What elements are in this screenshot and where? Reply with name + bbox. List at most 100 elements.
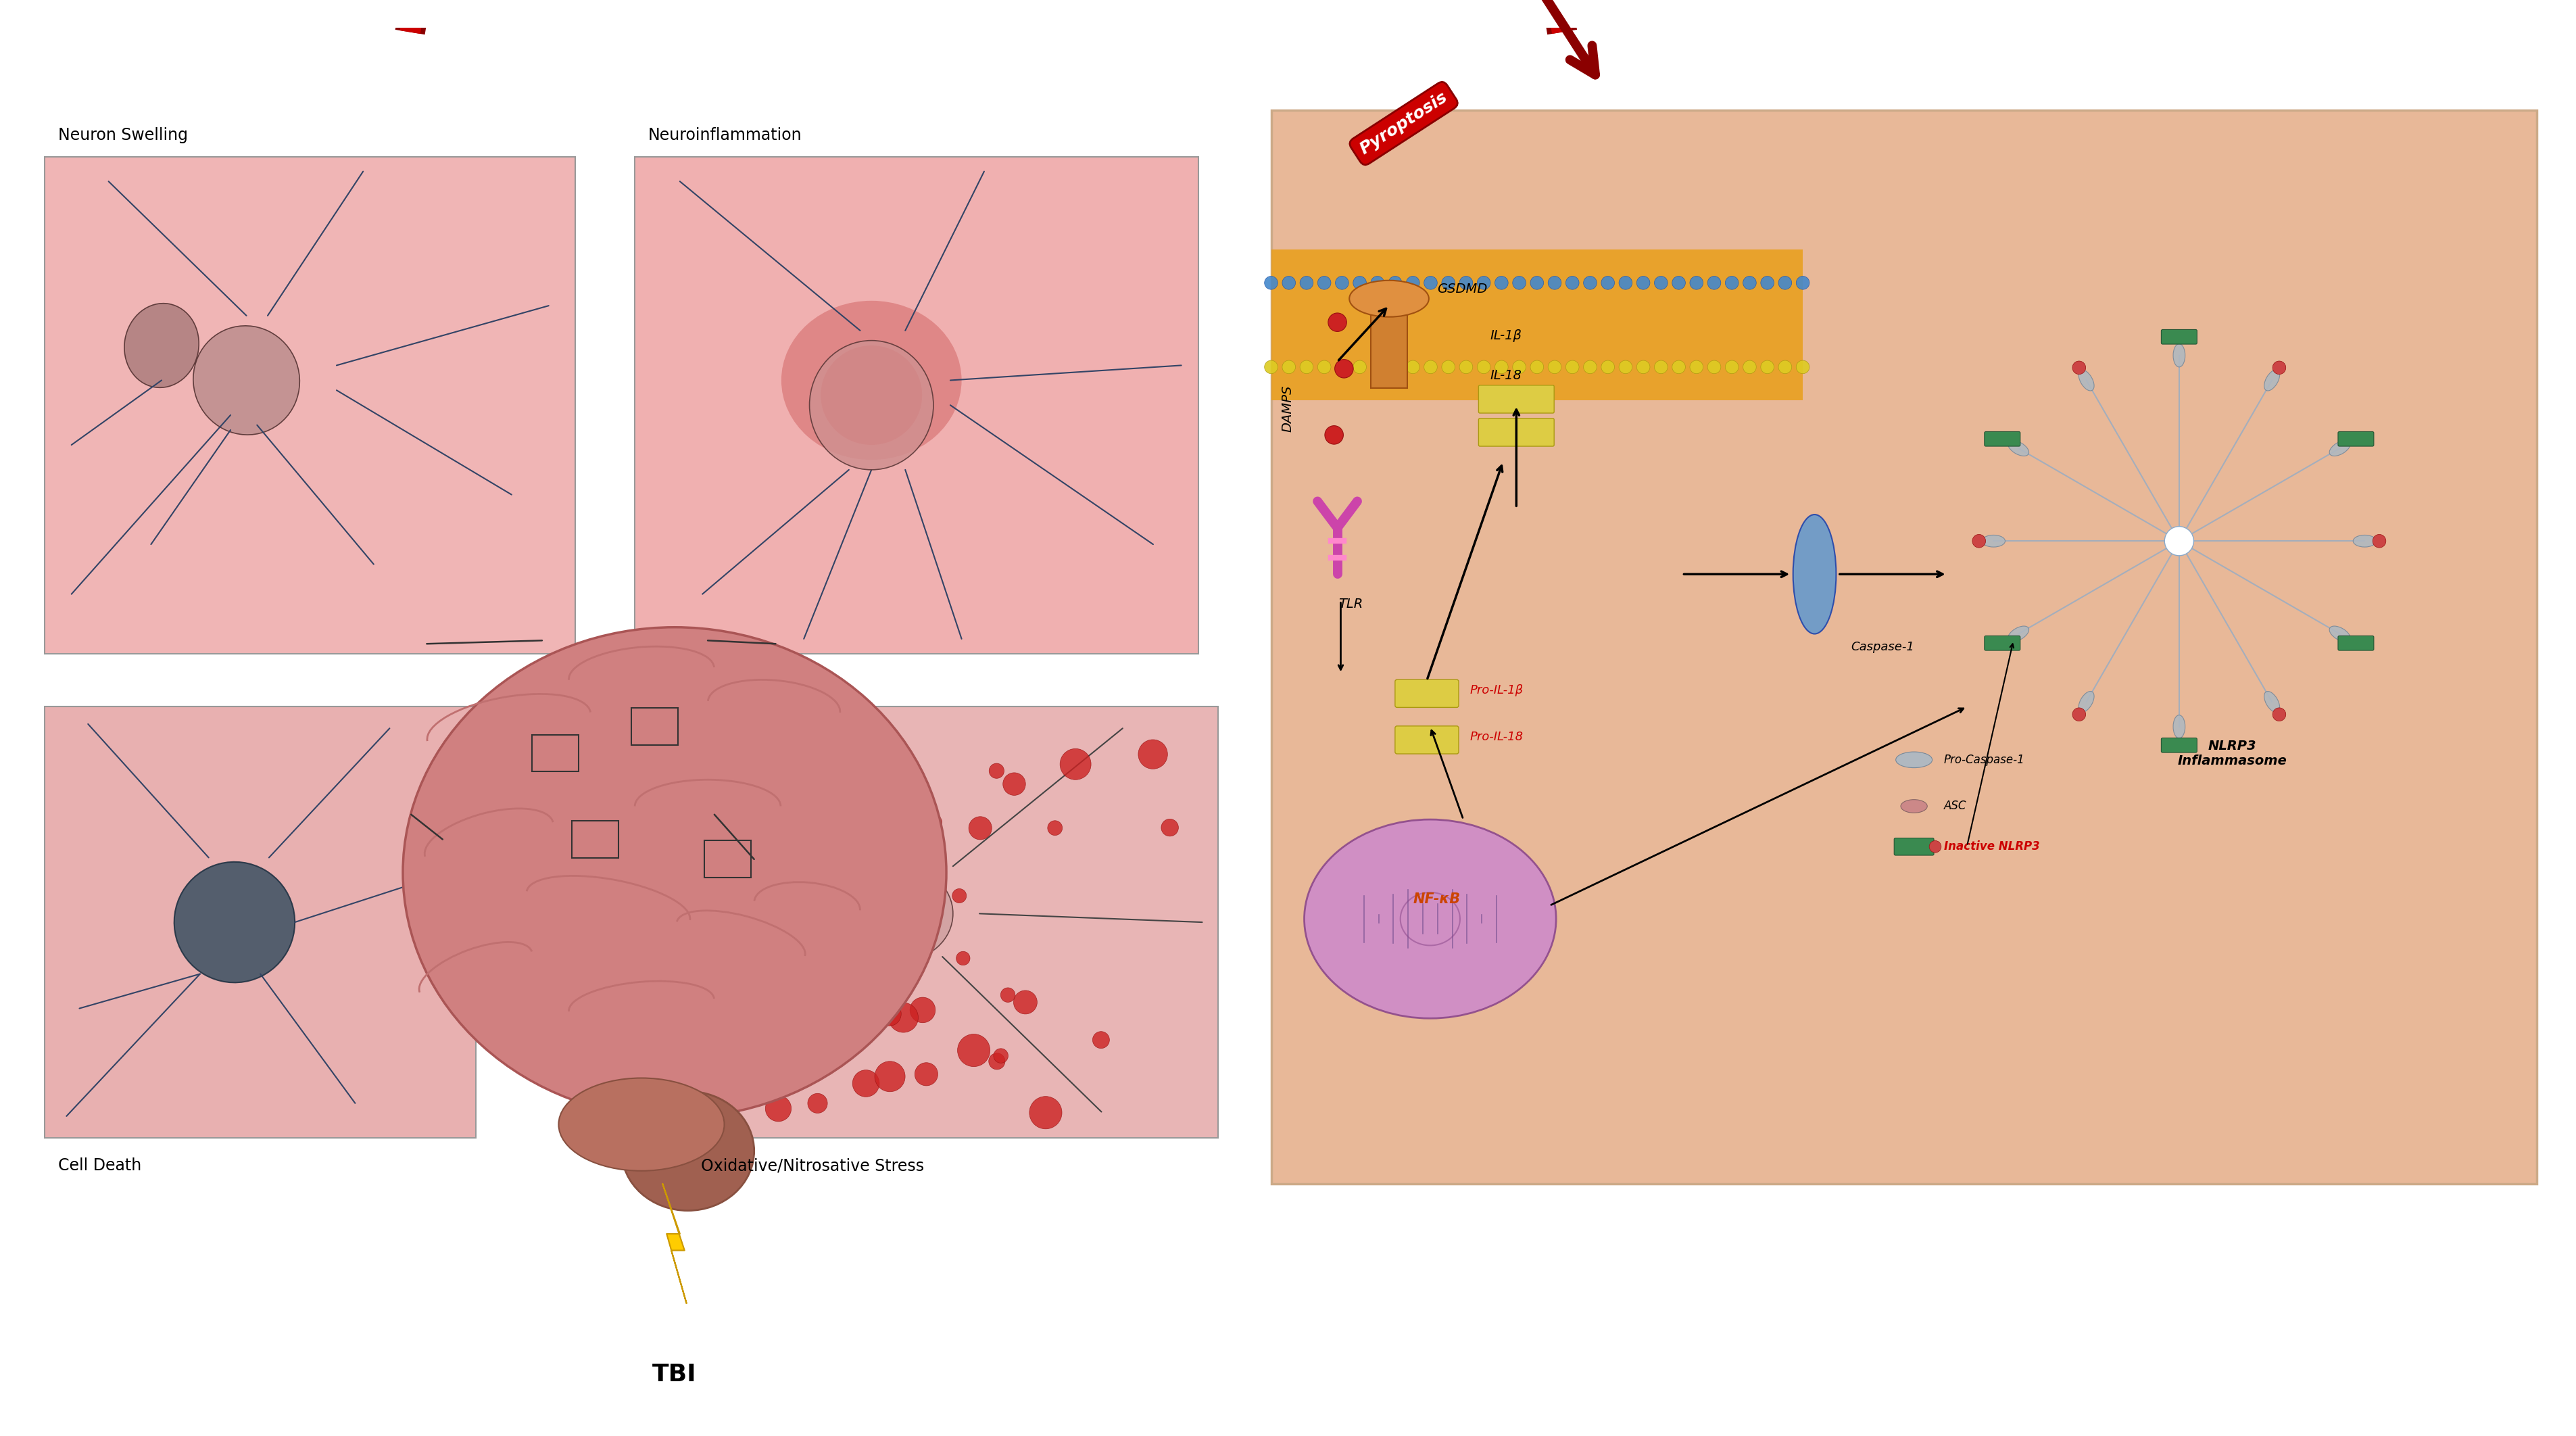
Circle shape (1795, 360, 1808, 373)
Circle shape (770, 836, 799, 864)
FancyBboxPatch shape (2336, 432, 2372, 447)
Bar (1270, 250, 1803, 401)
FancyBboxPatch shape (1479, 385, 1553, 414)
Circle shape (1690, 360, 1703, 373)
FancyBboxPatch shape (1984, 636, 2020, 651)
Circle shape (2071, 360, 2084, 375)
Circle shape (1139, 740, 1167, 768)
FancyBboxPatch shape (1479, 418, 1553, 447)
Circle shape (801, 994, 824, 1017)
Text: TBI: TBI (652, 1363, 696, 1386)
Circle shape (853, 1070, 878, 1097)
Ellipse shape (193, 326, 299, 435)
Ellipse shape (2264, 370, 2280, 391)
Circle shape (1028, 1096, 1061, 1129)
Circle shape (1352, 276, 1365, 290)
Ellipse shape (2329, 626, 2349, 642)
Circle shape (1059, 748, 1090, 780)
Circle shape (855, 912, 886, 943)
Circle shape (1048, 820, 1061, 836)
FancyBboxPatch shape (1394, 679, 1458, 708)
Circle shape (1425, 276, 1437, 290)
Circle shape (1494, 276, 1507, 290)
Text: Neuron Swelling: Neuron Swelling (59, 126, 188, 144)
Circle shape (1458, 276, 1473, 290)
Circle shape (989, 1053, 1005, 1070)
Circle shape (1443, 360, 1455, 373)
Circle shape (765, 1096, 791, 1122)
Circle shape (1334, 359, 1352, 378)
Circle shape (1494, 360, 1507, 373)
Circle shape (914, 1063, 938, 1086)
Ellipse shape (809, 340, 933, 470)
Circle shape (1548, 276, 1561, 290)
Circle shape (1512, 276, 1525, 290)
Circle shape (1795, 276, 1808, 290)
Circle shape (1636, 276, 1649, 290)
Text: Pro-IL-18: Pro-IL-18 (1468, 731, 1522, 742)
Ellipse shape (1896, 752, 1932, 768)
Circle shape (783, 999, 804, 1020)
Ellipse shape (2264, 691, 2280, 712)
Circle shape (1600, 360, 1615, 373)
Bar (631, 708, 677, 745)
Text: Pro-Caspase-1: Pro-Caspase-1 (1942, 754, 2025, 765)
Circle shape (989, 764, 1005, 778)
Ellipse shape (2007, 441, 2027, 457)
Ellipse shape (1901, 800, 1927, 813)
Circle shape (1566, 360, 1579, 373)
Circle shape (1759, 360, 1772, 373)
Circle shape (1777, 360, 1790, 373)
Ellipse shape (781, 300, 961, 460)
Text: IL-1β: IL-1β (1489, 329, 1522, 342)
FancyBboxPatch shape (2161, 330, 2197, 345)
Circle shape (2272, 360, 2285, 375)
Circle shape (1298, 276, 1314, 290)
Circle shape (1476, 276, 1489, 290)
Circle shape (855, 984, 884, 1011)
Circle shape (1548, 360, 1561, 373)
Circle shape (1265, 360, 1278, 373)
Circle shape (737, 767, 755, 785)
Ellipse shape (1303, 820, 1556, 1018)
Circle shape (1092, 1031, 1110, 1048)
Circle shape (1162, 819, 1177, 836)
Circle shape (1726, 360, 1739, 373)
Circle shape (1777, 276, 1790, 290)
Circle shape (1476, 360, 1489, 373)
Circle shape (1672, 276, 1685, 290)
Circle shape (1406, 360, 1419, 373)
Circle shape (806, 1093, 827, 1113)
Ellipse shape (2079, 370, 2094, 391)
Circle shape (994, 1048, 1007, 1063)
Circle shape (1406, 276, 1419, 290)
Circle shape (1690, 276, 1703, 290)
Circle shape (1298, 360, 1314, 373)
Circle shape (876, 1002, 902, 1025)
Circle shape (1388, 360, 1401, 373)
Circle shape (1002, 773, 1025, 796)
Circle shape (1584, 276, 1597, 290)
Circle shape (1316, 276, 1332, 290)
Ellipse shape (1981, 536, 2004, 547)
Circle shape (2372, 534, 2385, 547)
Ellipse shape (2352, 536, 2375, 547)
Circle shape (1726, 276, 1739, 290)
Circle shape (719, 797, 747, 824)
FancyBboxPatch shape (688, 707, 1218, 1137)
Circle shape (1316, 360, 1332, 373)
Circle shape (744, 780, 768, 804)
Text: IL-18: IL-18 (1489, 369, 1520, 382)
Ellipse shape (1350, 280, 1430, 317)
Text: DAMPS: DAMPS (1280, 385, 1293, 432)
Ellipse shape (621, 1091, 755, 1211)
Circle shape (2272, 708, 2285, 721)
Ellipse shape (848, 866, 953, 961)
Circle shape (1530, 276, 1543, 290)
FancyBboxPatch shape (44, 707, 477, 1137)
Circle shape (1324, 425, 1342, 444)
Circle shape (1654, 276, 1667, 290)
Ellipse shape (2172, 343, 2184, 368)
Circle shape (1327, 313, 1347, 332)
Circle shape (1334, 360, 1347, 373)
